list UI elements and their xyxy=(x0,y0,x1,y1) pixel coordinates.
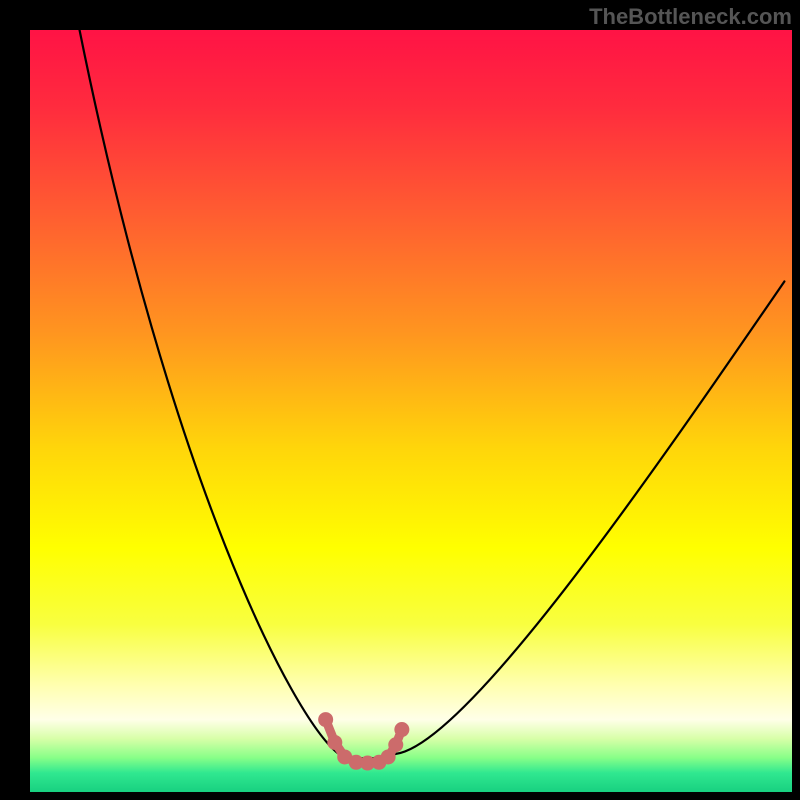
valley-marker xyxy=(327,735,342,750)
bottleneck-chart xyxy=(0,0,800,800)
valley-marker xyxy=(394,722,409,737)
valley-marker xyxy=(388,737,403,752)
watermark-text: TheBottleneck.com xyxy=(589,4,792,30)
valley-marker xyxy=(318,712,333,727)
